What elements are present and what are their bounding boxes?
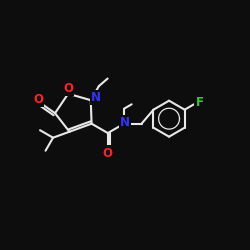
Text: O: O <box>103 146 113 160</box>
Text: F: F <box>196 96 203 109</box>
Text: N: N <box>120 116 130 129</box>
Text: O: O <box>34 93 43 106</box>
Text: N: N <box>91 91 101 104</box>
Text: O: O <box>63 82 73 95</box>
